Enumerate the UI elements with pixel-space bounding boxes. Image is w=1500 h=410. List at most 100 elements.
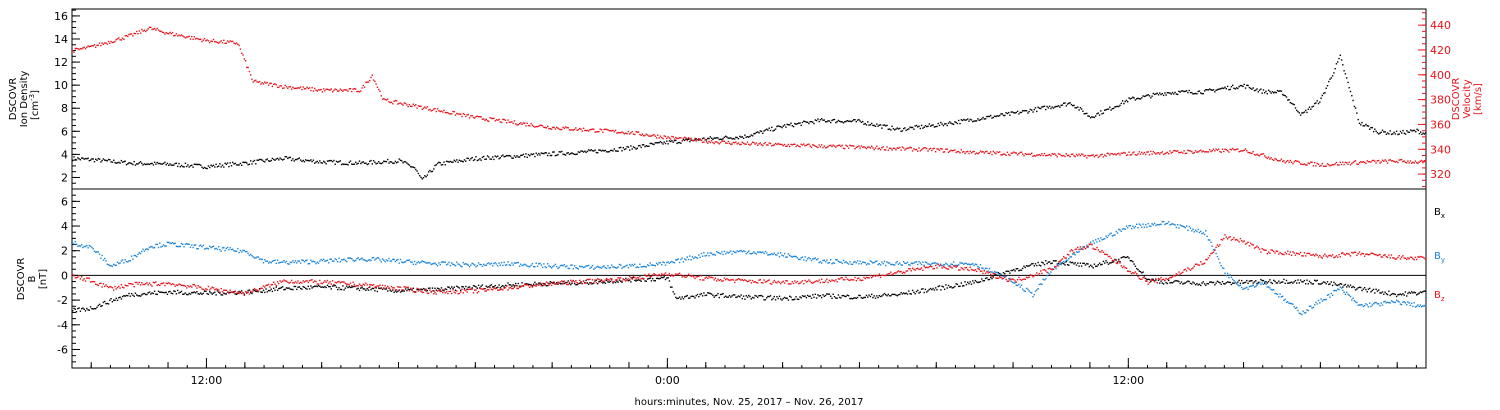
field-series-bz-point xyxy=(650,275,653,278)
velocity-series-point xyxy=(947,151,950,153)
field-series-bz-point xyxy=(696,275,699,278)
density-series-point xyxy=(1080,108,1083,110)
field-series-bx-point xyxy=(276,289,279,291)
density-series-point xyxy=(1230,86,1233,88)
field-series-by-point xyxy=(1235,282,1238,284)
field-series-by-point xyxy=(250,253,252,256)
density-series-point xyxy=(106,160,108,162)
density-series-point xyxy=(1098,114,1101,116)
field-series-by-point xyxy=(822,259,824,262)
field-series-bz-point xyxy=(363,284,366,286)
field-series-bx-point xyxy=(974,279,977,282)
field-series-by-point xyxy=(831,263,833,265)
field-series-bz-point xyxy=(193,284,195,286)
field-series-bx-point xyxy=(260,291,262,293)
density-series-point xyxy=(751,135,754,137)
field-series-by-point xyxy=(1306,309,1308,311)
density-series-point xyxy=(337,161,339,163)
velocity-series-point xyxy=(1271,158,1274,161)
density-series-point xyxy=(951,123,953,125)
field-series-bx-point xyxy=(239,292,242,294)
field-series-by-point xyxy=(771,253,773,255)
field-series-by-point xyxy=(234,250,236,252)
velocity-series-point xyxy=(886,146,888,148)
velocity-series-point xyxy=(553,126,555,129)
field-series-bz-point xyxy=(299,281,302,284)
field-series-by-point xyxy=(489,263,491,265)
density-series-point xyxy=(1365,123,1367,126)
field-series-bz-point xyxy=(280,281,283,283)
field-series-bx-point xyxy=(88,309,90,311)
field-series-by-point xyxy=(302,259,304,262)
field-series-bx-point xyxy=(872,296,874,299)
field-series-bz-point xyxy=(666,274,668,276)
velocity-series-point xyxy=(415,104,417,106)
velocity-series-point xyxy=(1084,154,1087,157)
velocity-series-point xyxy=(120,39,123,41)
velocity-series-point xyxy=(1141,151,1143,154)
field-series-by-point xyxy=(497,265,499,267)
field-series-bz-point xyxy=(699,279,701,281)
field-series-bz-point xyxy=(275,284,277,287)
density-series-point xyxy=(741,136,743,138)
field-series-bz-point xyxy=(319,279,321,282)
density-series-point xyxy=(766,128,768,130)
density-series-point xyxy=(1175,93,1178,95)
density-series-point xyxy=(1151,95,1153,97)
field-series-by-point xyxy=(842,259,845,262)
field-series-bz-point xyxy=(694,277,696,280)
velocity-series-point xyxy=(292,86,294,88)
density-series-point xyxy=(904,127,906,129)
density-series-point xyxy=(456,159,458,161)
field-series-bx-point xyxy=(659,277,662,280)
velocity-series-point xyxy=(301,88,303,91)
density-series-point xyxy=(357,162,359,164)
field-series-bx-point xyxy=(545,285,548,287)
density-series-point xyxy=(778,125,781,128)
velocity-series-point xyxy=(941,148,943,150)
velocity-series-point xyxy=(1142,153,1144,155)
density-series-point xyxy=(1028,110,1030,113)
density-series-point xyxy=(589,149,591,152)
velocity-series-point xyxy=(1260,153,1262,156)
velocity-series-point xyxy=(348,88,350,90)
field-series-bx-point xyxy=(444,288,446,290)
velocity-series-point xyxy=(859,147,861,149)
field-series-by-point xyxy=(666,261,668,264)
field-series-by-point xyxy=(735,251,737,254)
velocity-series-point xyxy=(1009,154,1011,157)
field-series-bz-point xyxy=(513,286,516,288)
velocity-series-point xyxy=(687,137,690,139)
field-series-by-point xyxy=(102,259,105,261)
density-series-point xyxy=(331,160,334,163)
velocity-series-point xyxy=(909,146,911,148)
field-series-by-point xyxy=(520,263,522,265)
velocity-series-point xyxy=(92,45,94,47)
field-series-bx-point xyxy=(951,287,953,289)
field-series-by-point xyxy=(868,263,870,265)
field-series-bx-point xyxy=(739,296,741,298)
field-series-bx-point xyxy=(91,308,93,310)
velocity-series-point xyxy=(1400,158,1403,161)
field-series-by-point xyxy=(321,259,324,262)
field-series-bx-point xyxy=(476,287,478,289)
field-series-bx-point xyxy=(151,292,153,294)
field-series-bz-point xyxy=(540,285,542,287)
field-series-bx-point xyxy=(406,289,408,292)
density-series-point xyxy=(256,159,258,161)
field-series-bz-point xyxy=(383,287,385,289)
field-series-bz-point xyxy=(83,278,85,280)
density-series-point xyxy=(895,128,897,130)
field-series-bx-point xyxy=(1187,280,1189,282)
field-series-bx-point xyxy=(754,294,756,297)
field-series-by-point xyxy=(781,254,783,256)
velocity-series-point xyxy=(936,148,938,150)
field-series-bx-point xyxy=(690,295,692,298)
velocity-series-point xyxy=(433,108,435,110)
velocity-series-point xyxy=(180,34,183,36)
field-series-bx-point xyxy=(203,290,206,292)
velocity-series-point xyxy=(1209,149,1211,151)
density-series-point xyxy=(1194,92,1197,95)
field-series-bx-point xyxy=(1299,279,1302,281)
field-series-bz-point xyxy=(471,288,473,290)
